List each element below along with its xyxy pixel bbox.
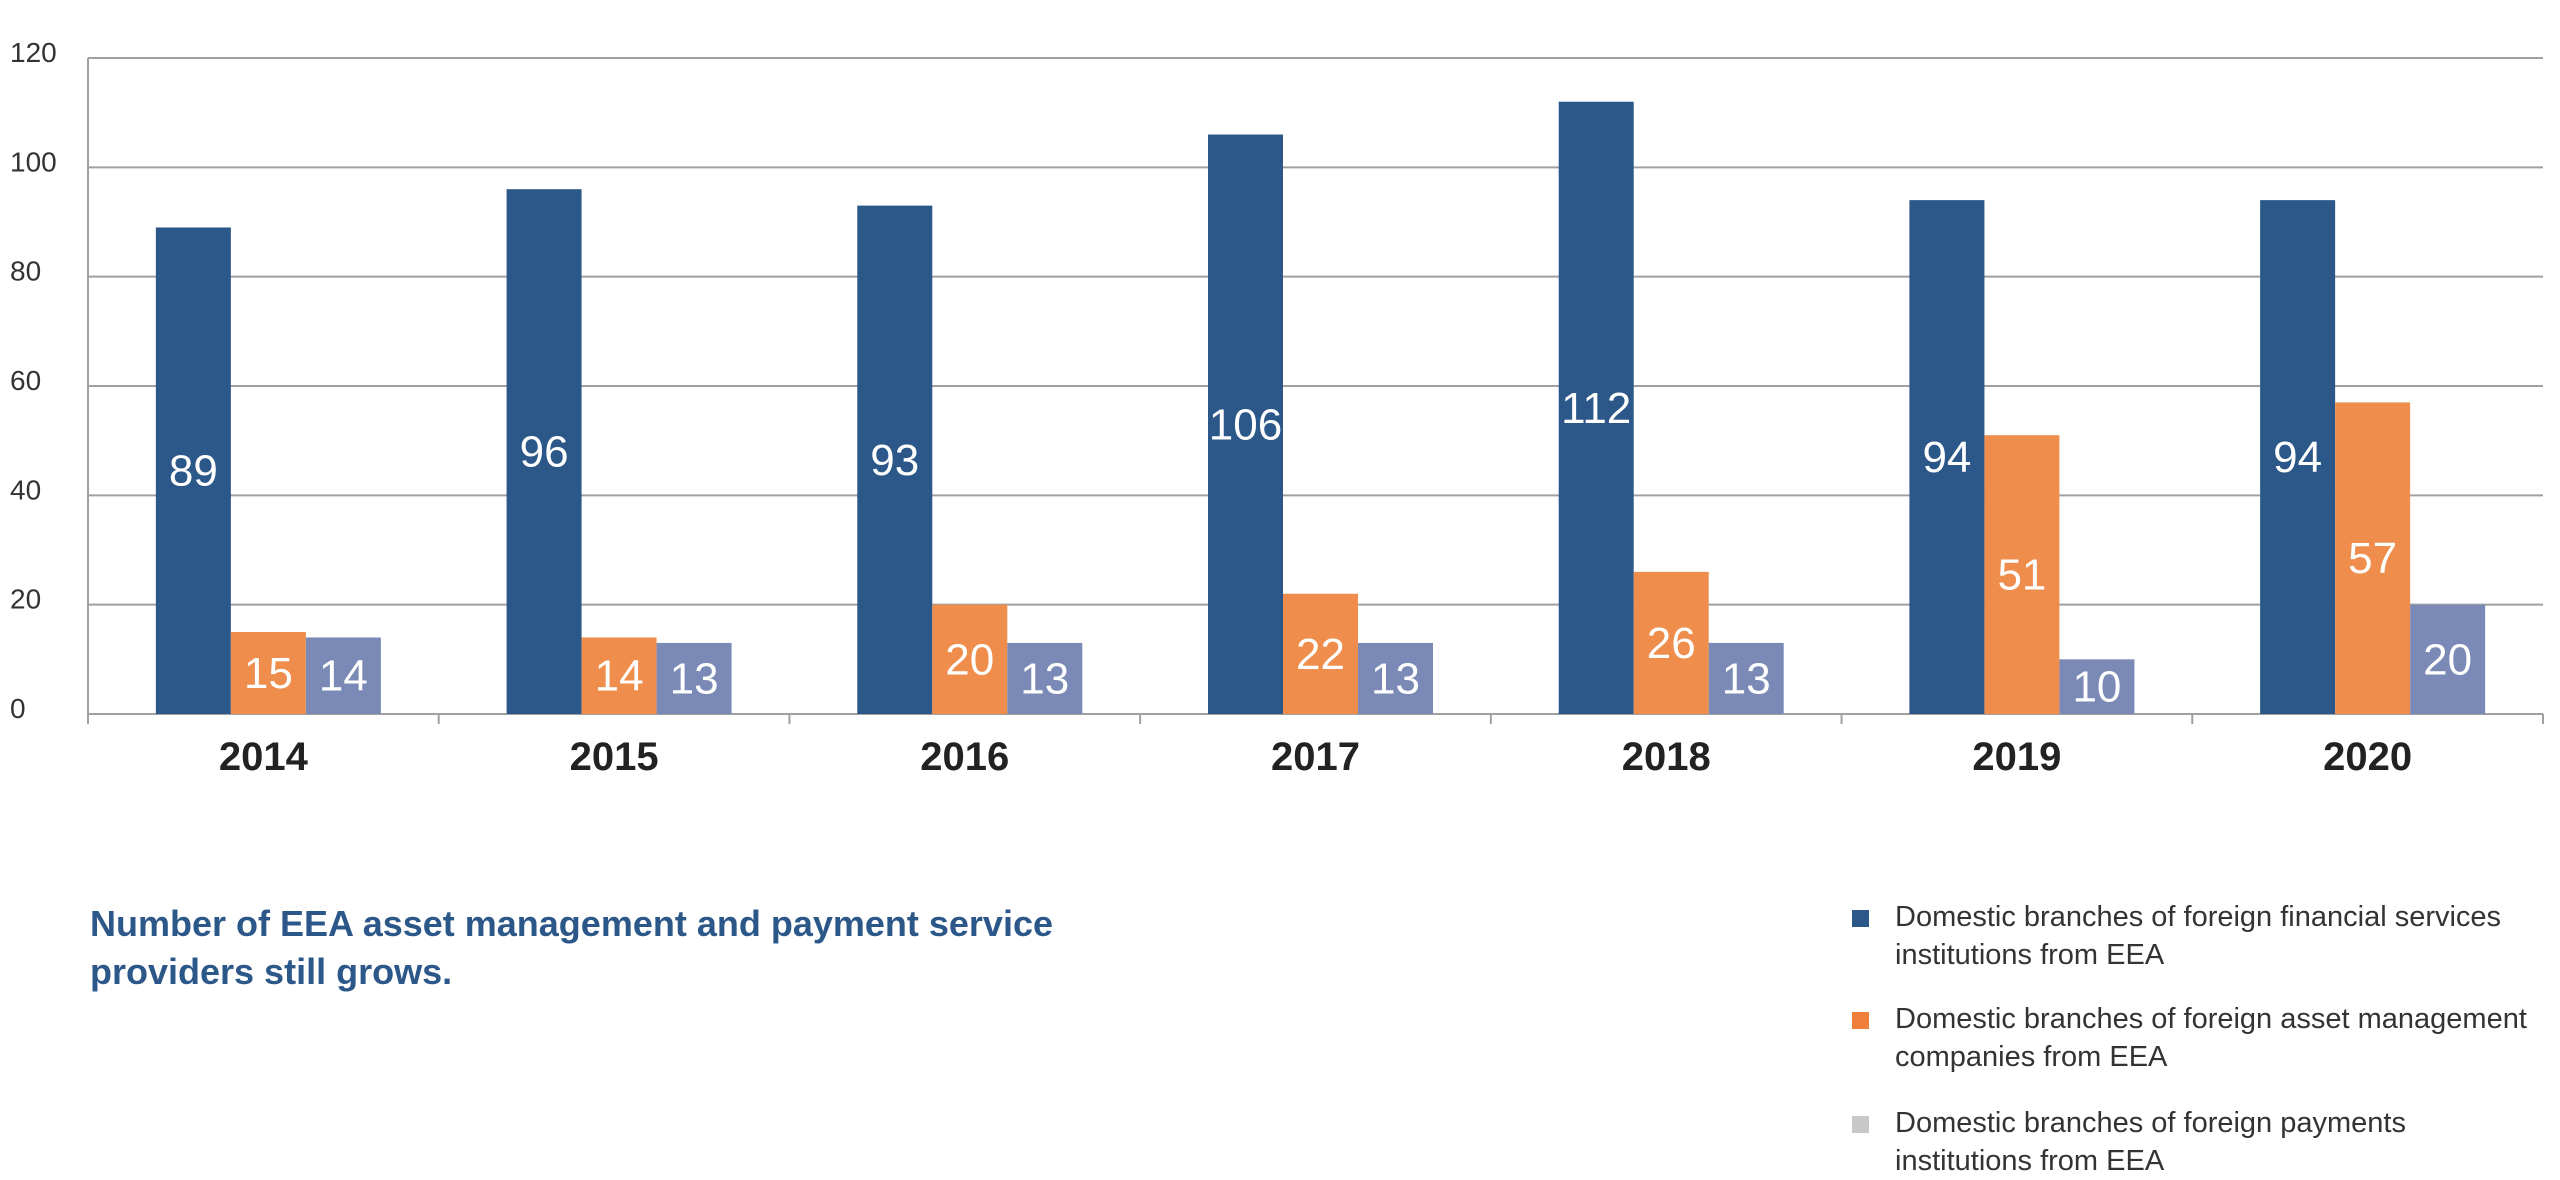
bar [581, 637, 657, 714]
data-label: 14 [595, 652, 644, 701]
bar [2260, 200, 2336, 715]
bar [656, 642, 732, 714]
data-label: 13 [670, 654, 719, 703]
x-tick-label: 2019 [1972, 735, 2061, 779]
data-label: 94 [2273, 433, 2322, 482]
bar [1007, 642, 1083, 714]
legend-item: Domestic branches of foreign financial s… [1852, 898, 2552, 974]
bar [1208, 134, 1283, 715]
data-label: 93 [870, 436, 919, 485]
data-label: 112 [1561, 384, 1631, 433]
data-label: 15 [244, 649, 293, 698]
bar [230, 632, 306, 714]
x-tick-label: 2015 [570, 735, 659, 779]
bar [2059, 659, 2135, 714]
legend-label: Domestic branches of foreign payments in… [1895, 1107, 2406, 1177]
x-tick-label: 2016 [920, 735, 1009, 779]
y-tick-label: 100 [10, 146, 57, 177]
legend-swatch [1852, 1012, 1869, 1029]
bar [155, 227, 231, 714]
legend-swatch [1852, 910, 1869, 927]
legend-label: Domestic branches of foreign financial s… [1895, 901, 2502, 971]
bar [1283, 593, 1358, 714]
data-label: 51 [1997, 551, 2046, 600]
data-label: 94 [1922, 433, 1971, 482]
bar [1984, 435, 2060, 714]
data-label: 57 [2348, 534, 2397, 583]
data-label: 13 [1722, 654, 1771, 703]
bar [506, 189, 582, 714]
data-label: 96 [520, 428, 569, 477]
data-label: 13 [1020, 654, 1069, 703]
y-tick-label: 80 [10, 256, 41, 287]
data-label: 26 [1647, 619, 1696, 668]
data-label: 89 [169, 447, 218, 496]
legend-item: Domestic branches of foreign payments in… [1852, 1104, 2552, 1180]
bar [2410, 604, 2486, 714]
legend-label: Domestic branches of foreign asset manag… [1895, 1003, 2527, 1073]
data-label: 10 [2072, 663, 2121, 712]
data-label: 14 [319, 652, 368, 701]
data-label: 20 [945, 635, 994, 684]
data-label: 13 [1371, 654, 1420, 703]
bar [932, 604, 1008, 714]
chart-title: Number of EEA asset management and payme… [90, 903, 1053, 992]
x-tick-label: 2017 [1271, 735, 1360, 779]
y-tick-label: 60 [10, 365, 41, 396]
bar [857, 205, 933, 714]
legend-item: Domestic branches of foreign asset manag… [1852, 1000, 2552, 1076]
data-label: 22 [1296, 630, 1345, 679]
x-tick-label: 2020 [2323, 735, 2412, 779]
x-tick-label: 2014 [219, 735, 309, 779]
legend-swatch [1852, 1116, 1869, 1133]
data-label: 20 [2423, 635, 2472, 684]
bar [1909, 200, 1985, 715]
bar [1633, 571, 1709, 714]
y-tick-label: 40 [10, 474, 41, 505]
x-tick-label: 2018 [1622, 735, 1711, 779]
y-tick-label: 120 [10, 37, 57, 68]
bar [305, 637, 381, 714]
bar [1358, 642, 1433, 714]
bar [1708, 642, 1784, 714]
bar [1558, 101, 1634, 714]
data-label: 106 [1209, 400, 1282, 449]
bar [2335, 402, 2411, 714]
y-tick-label: 20 [10, 584, 41, 615]
y-tick-label: 0 [10, 693, 26, 724]
